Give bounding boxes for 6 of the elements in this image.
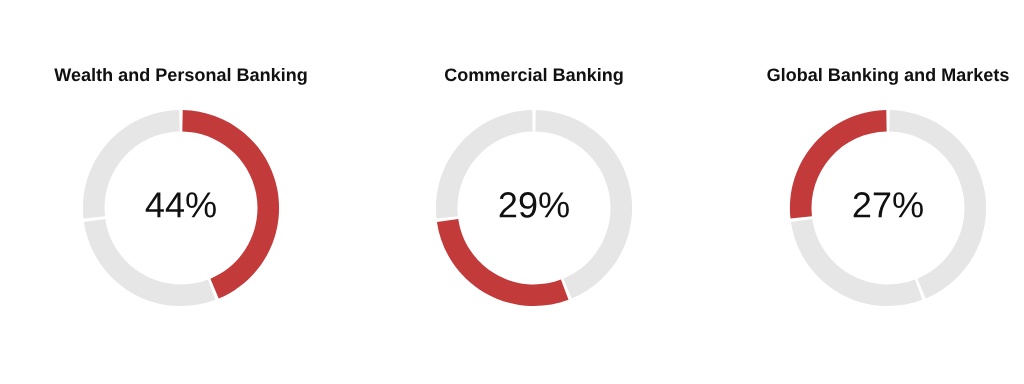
chart-title: Global Banking and Markets bbox=[767, 67, 1009, 85]
text: 27% bbox=[853, 192, 923, 218]
text: 29% bbox=[499, 192, 569, 218]
chart-title: Commercial Banking bbox=[444, 67, 623, 85]
text: 44% bbox=[145, 192, 216, 218]
chart-title: Wealth and Personal Banking bbox=[54, 67, 307, 85]
